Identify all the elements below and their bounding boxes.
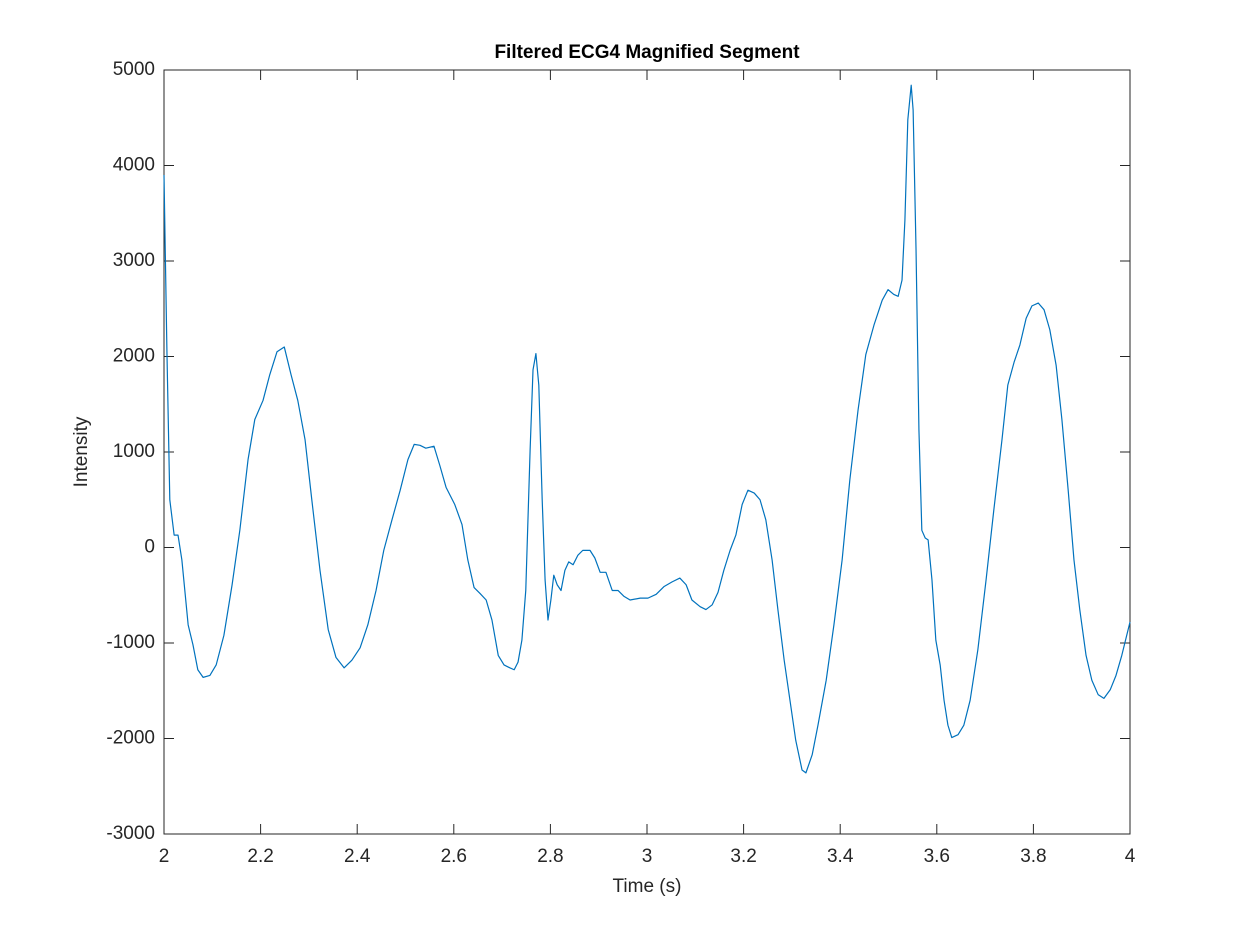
y-tick-label: 0	[144, 537, 155, 558]
y-tick-label: 5000	[113, 59, 155, 80]
x-tick-label: 2.4	[344, 846, 371, 867]
x-tick-label: 2.2	[247, 846, 273, 867]
x-axis-label: Time (s)	[613, 876, 682, 897]
x-tick-label: 3.6	[924, 846, 950, 867]
x-tick-label: 3.4	[827, 846, 854, 867]
y-tick-label: 3000	[113, 250, 155, 271]
x-tick-label: 4	[1125, 846, 1136, 867]
data-line	[163, 84, 1131, 774]
x-tick-label: 3.8	[1020, 846, 1046, 867]
chart-title: Filtered ECG4 Magnified Segment	[494, 42, 800, 63]
y-tick-label: -1000	[106, 632, 155, 653]
x-tick-label: 3.2	[730, 846, 756, 867]
x-tick-label: 3	[642, 846, 653, 867]
y-tick-label: 4000	[113, 155, 155, 176]
x-tick-label: 2.8	[537, 846, 563, 867]
y-tick-label: -2000	[106, 728, 155, 749]
x-tick-label: 2.6	[441, 846, 467, 867]
y-axis-label: Intensity	[71, 416, 92, 487]
y-tick-label: 2000	[113, 346, 155, 367]
y-tick-label: -3000	[106, 823, 155, 844]
x-tick-label: 2	[159, 846, 170, 867]
y-tick-label: 1000	[113, 441, 155, 462]
